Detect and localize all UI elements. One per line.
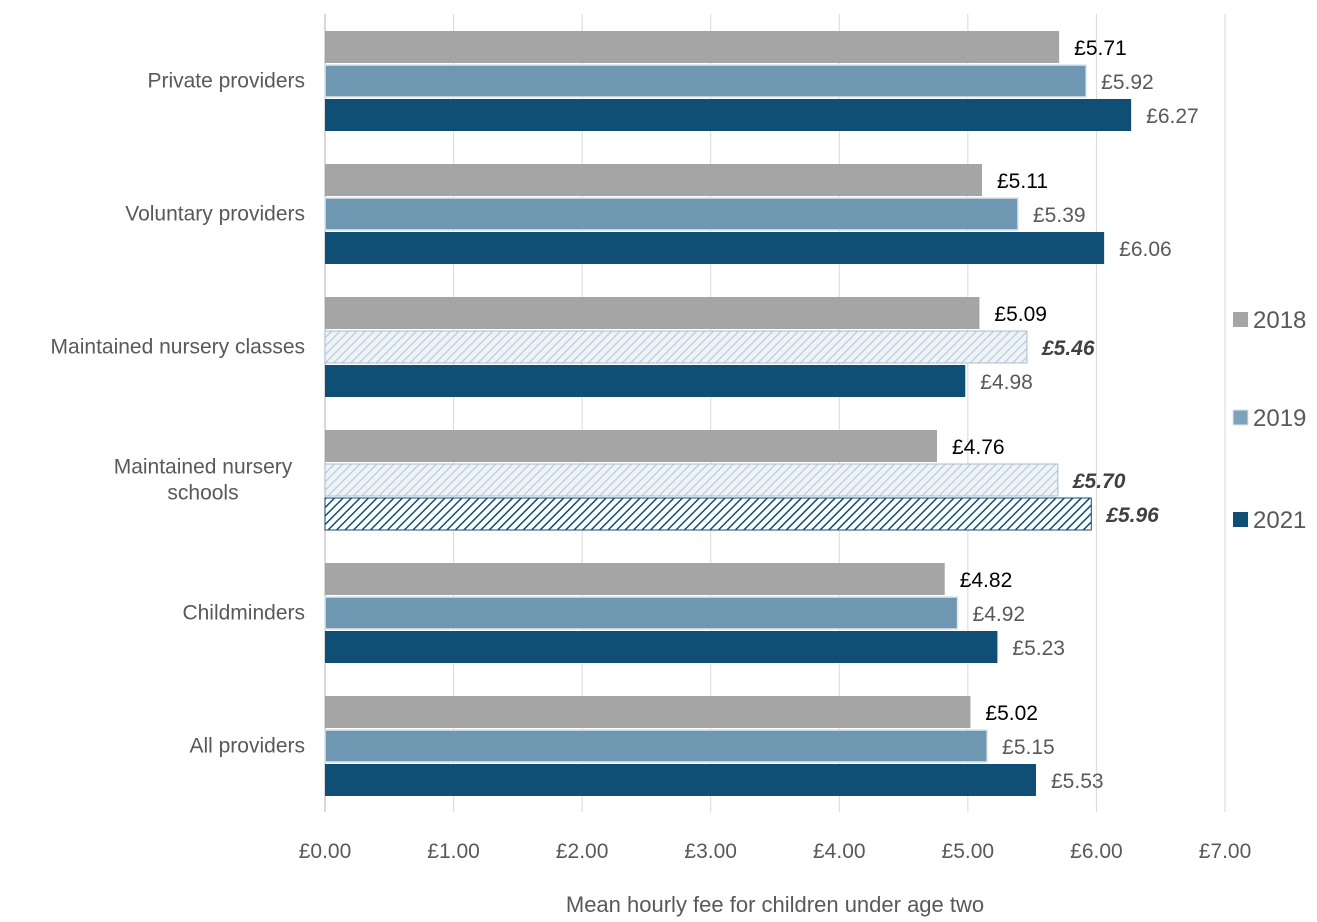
x-tick-label: £0.00: [299, 840, 352, 863]
data-label: £5.53: [1051, 770, 1104, 793]
bar-2018: [325, 164, 982, 196]
bar-2021: [325, 99, 1132, 131]
data-label: £5.71: [1074, 37, 1127, 60]
legend-label: 2018: [1253, 307, 1306, 334]
x-tick-label: £5.00: [942, 840, 995, 863]
x-axis-title: Mean hourly fee for children under age t…: [566, 892, 984, 917]
bar-2019: [324, 330, 1028, 364]
bar-2018: [325, 563, 945, 595]
x-tick-label: £6.00: [1070, 840, 1123, 863]
data-label: £6.27: [1146, 105, 1199, 128]
data-label: £5.23: [1012, 637, 1065, 660]
data-label: £5.92: [1101, 71, 1154, 94]
x-tick-label: £3.00: [684, 840, 737, 863]
category-label: Maintained nursery: [114, 456, 293, 479]
category-labels: Private providers Voluntary providers Main…: [51, 70, 305, 758]
category-label: schools: [167, 482, 238, 505]
data-label: £5.96: [1105, 504, 1159, 527]
bar-2018: [325, 31, 1060, 63]
legend-swatch-2018: [1233, 312, 1248, 327]
bars: [324, 31, 1132, 796]
data-label: £6.06: [1119, 238, 1172, 261]
bar-2021: [325, 631, 998, 663]
bar-2018: [325, 430, 937, 462]
bar-2019: [324, 197, 1019, 231]
data-label: £5.09: [994, 303, 1047, 326]
data-labels: £5.71 £5.92 £6.27 £5.11 £5.39 £6.06 £5.09 £5.46…: [952, 37, 1199, 793]
legend-label: 2021: [1253, 507, 1306, 534]
category-label: Voluntary providers: [125, 203, 305, 226]
legend-swatch-2021: [1233, 512, 1248, 527]
category-label: Private providers: [147, 70, 305, 93]
bar-2019: [324, 463, 1059, 497]
bar-2021: [324, 497, 1092, 531]
data-label: £5.11: [997, 170, 1048, 193]
bar-2019: [324, 729, 988, 763]
bar-2021: [325, 232, 1105, 264]
x-tick-label: £4.00: [813, 840, 866, 863]
legend-swatch-2019: [1232, 409, 1249, 426]
data-label: £5.39: [1033, 204, 1086, 227]
data-label: £4.98: [980, 371, 1033, 394]
data-label: £4.92: [973, 603, 1026, 626]
category-label: All providers: [189, 735, 305, 758]
x-tick-label: £7.00: [1199, 840, 1252, 863]
data-label: £4.76: [952, 436, 1005, 459]
bar-2021: [325, 764, 1036, 796]
data-label: £5.70: [1072, 470, 1126, 493]
category-label: Maintained nursery classes: [51, 336, 305, 359]
data-label: £5.15: [1002, 736, 1055, 759]
bar-2021: [325, 365, 966, 397]
x-tick-labels: £0.00 £1.00 £2.00 £3.00 £4.00 £5.00 £6.00 £7.00: [299, 840, 1252, 863]
data-label: £5.46: [1041, 337, 1095, 360]
legend: 2018 2019 2021: [1232, 307, 1306, 534]
data-label: £5.02: [985, 702, 1038, 725]
bar-2019: [324, 596, 959, 630]
bar-2019: [324, 64, 1087, 98]
legend-label: 2019: [1253, 405, 1306, 432]
category-label: Childminders: [182, 602, 305, 625]
x-tick-label: £2.00: [556, 840, 609, 863]
data-label: £4.82: [960, 569, 1013, 592]
bar-2018: [325, 297, 980, 329]
x-tick-label: £1.00: [427, 840, 480, 863]
gridlines: [324, 14, 1226, 812]
bar-2018: [325, 696, 971, 728]
